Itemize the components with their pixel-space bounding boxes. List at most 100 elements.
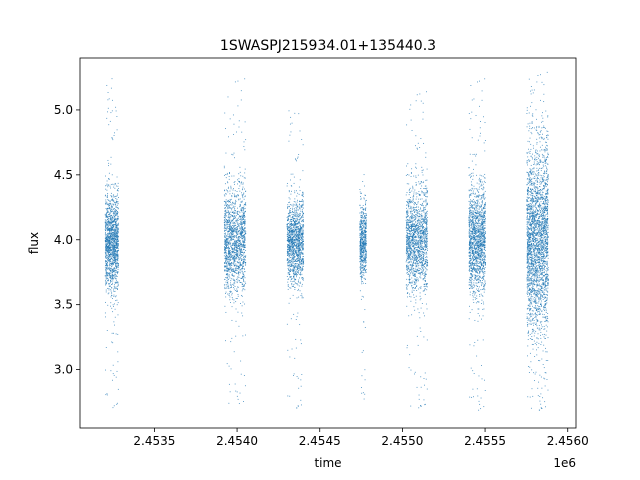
data-point <box>299 206 301 208</box>
data-point <box>113 240 115 242</box>
data-point <box>296 253 298 255</box>
data-point <box>240 222 242 223</box>
data-point <box>108 124 110 126</box>
data-point <box>116 230 118 232</box>
data-point <box>116 190 118 191</box>
data-point <box>224 270 225 271</box>
data-point <box>244 224 246 226</box>
data-point <box>359 243 361 245</box>
data-point <box>117 219 118 221</box>
data-point <box>229 250 231 252</box>
data-point <box>301 241 303 243</box>
data-point <box>111 273 113 275</box>
data-point <box>244 246 246 248</box>
data-point <box>241 219 243 220</box>
data-point <box>292 240 294 242</box>
data-point <box>105 213 107 215</box>
data-point <box>245 256 246 258</box>
data-point <box>299 237 300 239</box>
data-point <box>297 271 299 273</box>
data-point <box>232 247 234 249</box>
data-point <box>289 230 291 232</box>
data-point <box>117 241 118 243</box>
data-point <box>115 257 117 258</box>
data-point <box>238 231 239 233</box>
data-point <box>303 262 305 264</box>
data-point <box>293 373 295 375</box>
data-point <box>224 213 226 215</box>
data-point <box>361 241 363 243</box>
data-point <box>300 241 302 243</box>
data-point <box>114 254 116 256</box>
data-point <box>292 218 294 220</box>
data-point <box>359 276 361 277</box>
data-point <box>114 260 116 262</box>
data-point <box>113 240 115 242</box>
data-point <box>109 227 111 229</box>
data-point <box>296 205 298 207</box>
data-point <box>295 227 297 228</box>
data-point <box>115 110 117 112</box>
data-point <box>224 239 226 241</box>
data-point <box>299 246 301 248</box>
data-point <box>243 193 245 195</box>
data-point <box>232 154 234 156</box>
data-point <box>116 237 118 239</box>
data-point <box>237 245 239 247</box>
data-point <box>286 260 288 262</box>
data-point <box>301 200 303 202</box>
data-point <box>364 230 366 232</box>
data-point <box>117 248 119 249</box>
data-point <box>361 217 363 219</box>
data-point <box>104 275 106 277</box>
data-point <box>229 254 231 256</box>
data-point <box>425 198 427 200</box>
data-point <box>114 212 116 214</box>
data-point <box>295 214 297 216</box>
data-point <box>294 245 296 247</box>
data-point <box>290 225 292 227</box>
data-point <box>241 237 243 239</box>
data-point <box>106 254 108 256</box>
data-point <box>106 241 107 243</box>
data-point <box>226 257 227 259</box>
data-point <box>300 244 301 246</box>
data-point <box>294 236 296 238</box>
data-point <box>233 288 235 290</box>
data-point <box>236 249 238 251</box>
data-point <box>289 242 291 244</box>
data-point <box>117 223 119 225</box>
data-point <box>290 224 292 226</box>
data-point <box>300 244 302 246</box>
data-point <box>232 219 234 221</box>
data-point <box>106 195 108 197</box>
data-point <box>235 215 237 217</box>
data-point <box>296 246 298 248</box>
data-point <box>236 232 237 234</box>
data-point <box>107 239 108 241</box>
data-point <box>301 208 303 210</box>
data-point <box>291 190 292 192</box>
data-point <box>290 242 292 244</box>
data-point <box>116 242 118 244</box>
data-point <box>287 288 289 290</box>
data-point <box>363 224 365 226</box>
data-point <box>241 312 243 314</box>
data-point <box>239 246 241 248</box>
data-point <box>105 275 107 277</box>
data-point <box>112 280 114 282</box>
data-point <box>289 265 291 267</box>
data-point <box>365 257 367 258</box>
data-point <box>292 248 294 250</box>
data-point <box>364 247 366 248</box>
data-point <box>298 257 300 259</box>
data-point <box>299 220 301 222</box>
data-point <box>300 217 302 219</box>
data-point <box>245 204 246 206</box>
data-point <box>108 232 110 234</box>
data-point <box>296 266 298 268</box>
data-point <box>244 149 246 151</box>
data-point <box>295 203 297 205</box>
data-point <box>363 247 365 249</box>
data-point <box>110 218 112 220</box>
